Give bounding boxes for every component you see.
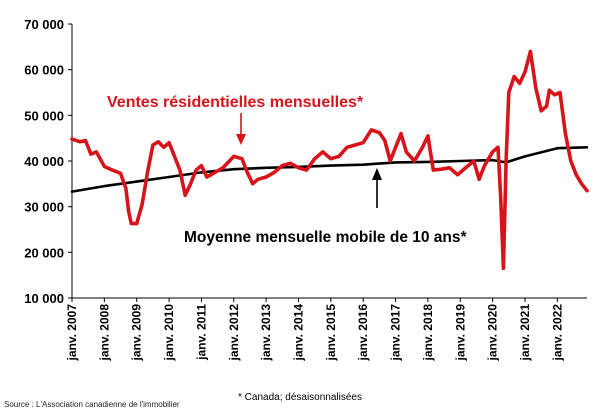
sales-series-line [70,49,589,271]
average-series-line [70,146,589,193]
x-tick-label: janv. 2021 [518,304,532,362]
plot-frame [71,24,587,299]
source-note: Source : L'Association canadienne de l'i… [4,400,180,409]
x-tick-label: janv. 2008 [97,304,111,362]
x-tick-label: janv. 2022 [550,304,564,362]
y-tick-label: 10 000 [24,291,64,306]
sales-label-arrowhead [236,134,246,145]
x-tick-label: janv. 2010 [162,304,176,362]
x-tick-label: janv. 2019 [453,304,467,362]
y-tick-label: 50 000 [24,108,64,123]
y-axis: 10 000 20 000 30 000 40 000 50 000 60 000 70 0… [24,17,72,306]
x-tick-label: janv. 2015 [324,304,338,362]
annotation-layer: Ventes résidentielles mensuelles* Moyenn… [107,94,468,246]
x-tick-label: janv. 2020 [486,304,500,362]
x-tick-label: janv. 2014 [291,304,305,362]
x-tick-label: janv. 2007 [65,304,79,362]
sales-series-label: Ventes résidentielles mensuelles* [107,94,364,111]
x-tick-label: janv. 2009 [130,304,144,362]
average-series-label: Moyenne mensuelle mobile de 10 ans* [184,229,468,246]
series-layer [70,49,589,271]
y-tick-label: 60 000 [24,63,64,78]
x-tick-label: janv. 2017 [389,304,403,362]
x-tick-label: janv. 2012 [227,304,241,362]
y-tick-label: 30 000 [24,200,64,215]
y-tick-label: 20 000 [24,245,64,260]
x-tick-label: janv. 2011 [194,304,208,361]
average-label-arrowhead [372,168,382,180]
y-tick-label: 40 000 [24,154,64,169]
x-tick-label: janv. 2013 [259,304,273,362]
x-tick-label: janv. 2018 [421,304,435,362]
footnote: * Canada; désaisonnalisées [238,392,362,403]
x-axis: janv. 2007 janv. 2008 janv. 2009 janv. 2010… [65,298,564,361]
x-tick-label: janv. 2016 [356,304,370,362]
y-tick-label: 70 000 [24,17,64,32]
